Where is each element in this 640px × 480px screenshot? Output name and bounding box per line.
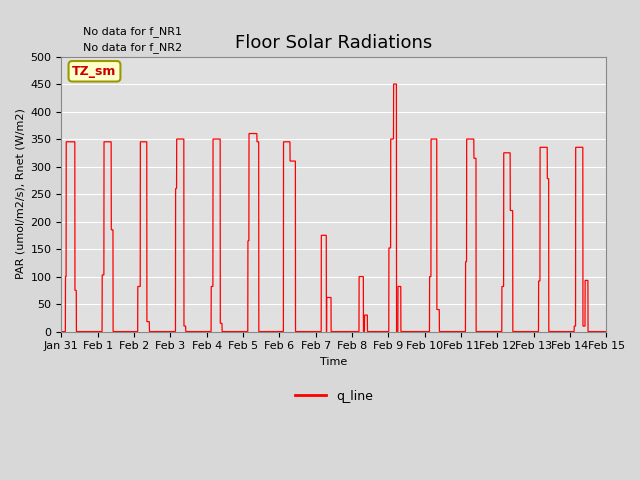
Title: Floor Solar Radiations: Floor Solar Radiations <box>236 34 433 52</box>
Y-axis label: PAR (umol/m2/s), Rnet (W/m2): PAR (umol/m2/s), Rnet (W/m2) <box>15 108 25 279</box>
Legend: q_line: q_line <box>290 385 378 408</box>
Text: No data for f_NR1: No data for f_NR1 <box>83 25 182 36</box>
Text: No data for f_NR2: No data for f_NR2 <box>83 42 182 53</box>
X-axis label: Time: Time <box>320 357 348 367</box>
Text: TZ_sm: TZ_sm <box>72 65 116 78</box>
